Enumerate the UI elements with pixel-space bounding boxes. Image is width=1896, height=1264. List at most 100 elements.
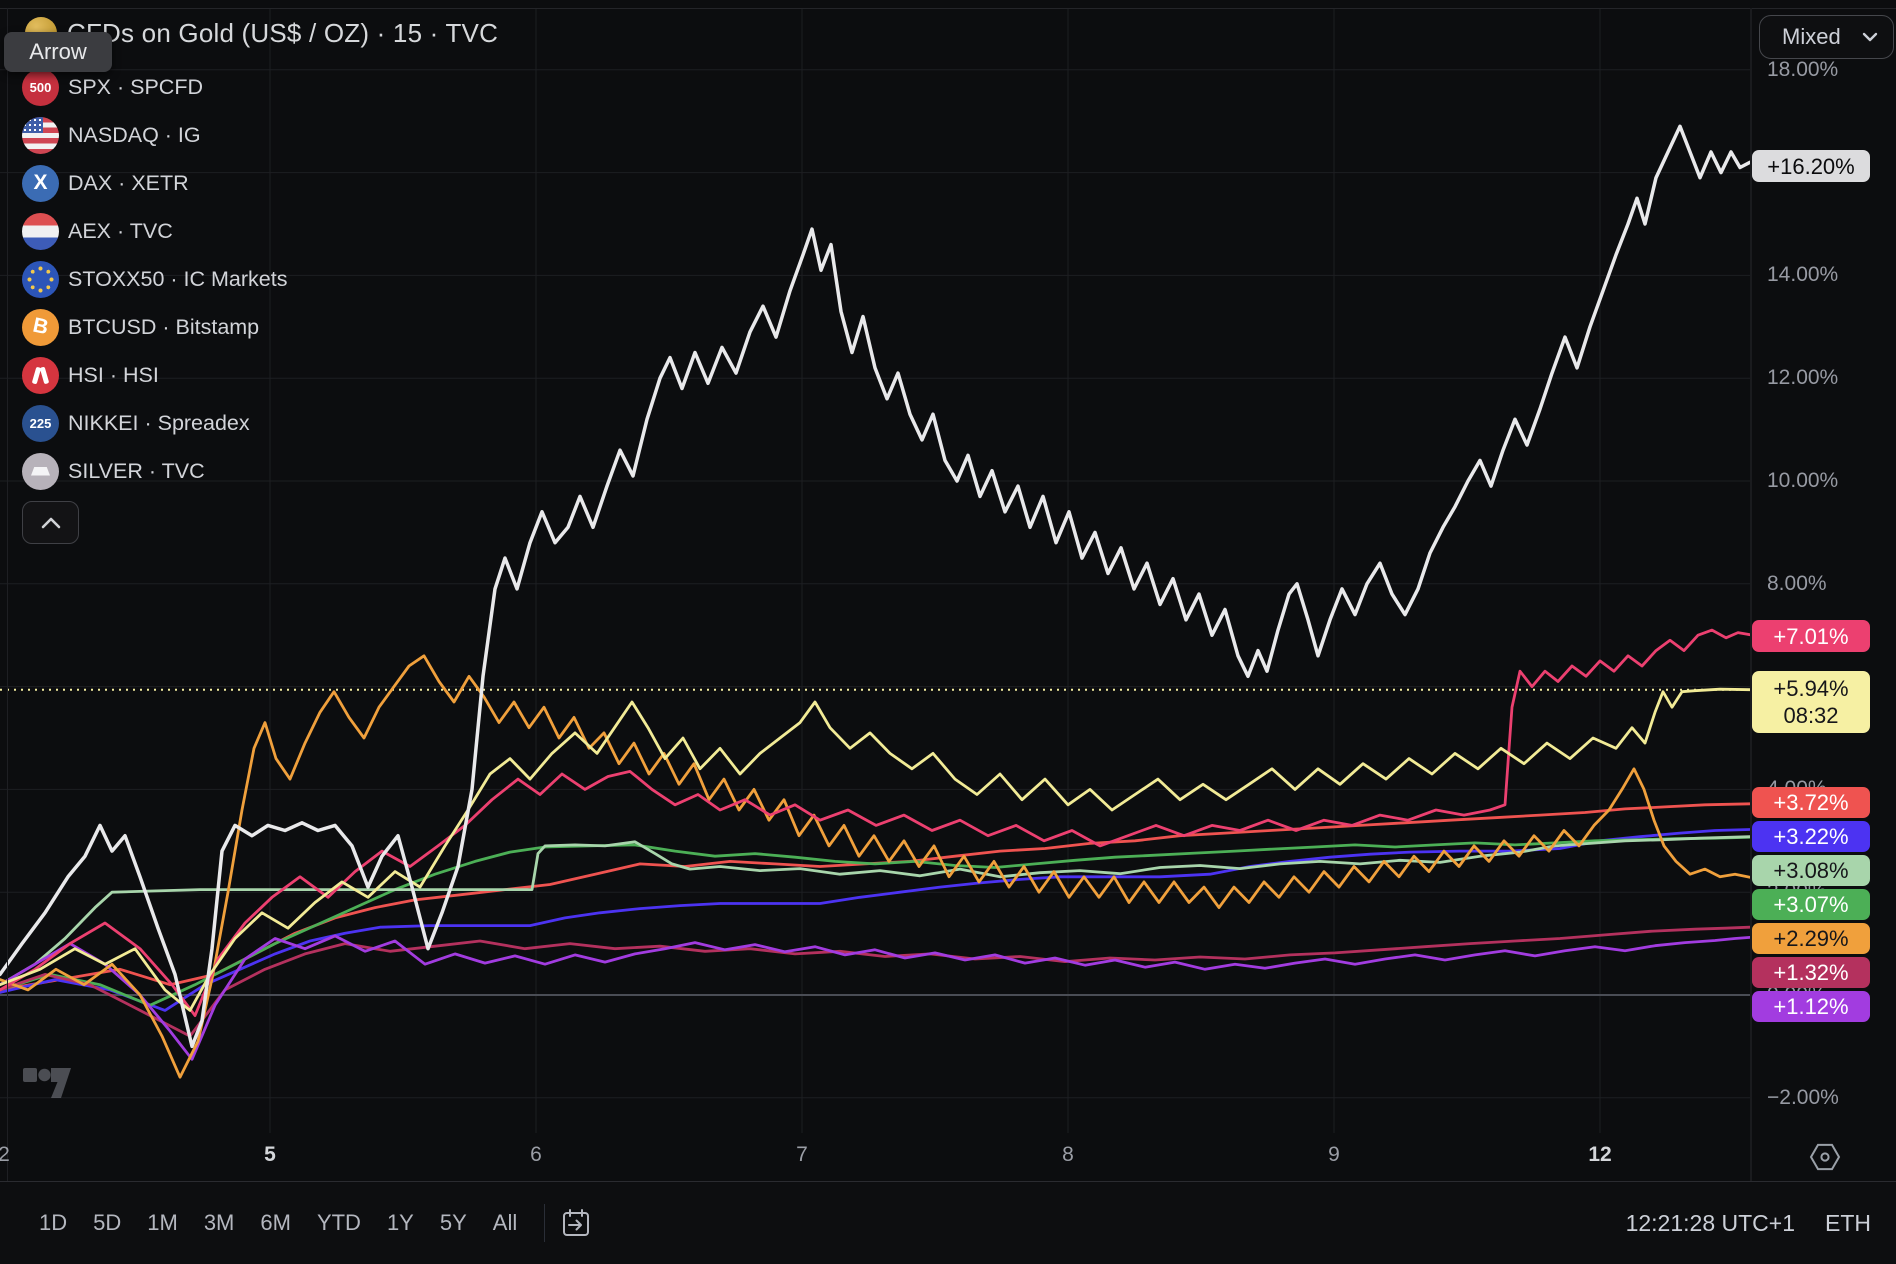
legend-row-stoxx50[interactable]: STOXX50 · IC Markets: [22, 255, 287, 303]
legend-row-aex[interactable]: AEX · TVC: [22, 207, 173, 255]
price-badge-value-nikkei[interactable]: +7.01%: [1752, 620, 1870, 652]
badge-change-value: +3.72%: [1773, 790, 1849, 815]
range-button-3m[interactable]: 3M: [203, 1210, 235, 1235]
session-clock[interactable]: 12:21:28 UTC+1: [1625, 1209, 1795, 1236]
badge-change-value: +3.08%: [1773, 858, 1849, 883]
tooltip-label: Arrow: [29, 39, 87, 64]
legend-row-label: BTCUSD · Bitstamp: [68, 314, 260, 339]
page-title: CFDs on Gold (US$ / OZ) · 15 · TVC: [67, 17, 499, 48]
price-badge-value-nasdaq[interactable]: +1.12%: [1752, 991, 1870, 1022]
badge-change-value: +1.12%: [1773, 994, 1849, 1019]
legend-row-label: SILVER · TVC: [68, 458, 205, 483]
eu-symbol-icon: [22, 260, 59, 298]
axis-label-14: 14.00%: [1767, 263, 1839, 286]
legend-row-hsi[interactable]: HSI · HSI: [22, 351, 159, 399]
price-axis-border: [1750, 8, 1752, 1181]
chevron-down-icon: [1862, 32, 1878, 42]
series-line-BTCUSD[interactable]: [0, 654, 1750, 1079]
calendar-icon: [563, 1209, 590, 1236]
time-axis-label-12: 12: [1588, 1143, 1612, 1166]
range-button-5d[interactable]: 5D: [93, 1210, 122, 1235]
chevron-up-icon: [41, 517, 60, 528]
series-line-SPX[interactable]: [0, 925, 1750, 1038]
range-button-6m[interactable]: 6M: [260, 1210, 291, 1235]
price-chart[interactable]: [0, 0, 1750, 1133]
price-badge-value-spx[interactable]: +1.32%: [1752, 957, 1870, 988]
mixed-scale-dropdown[interactable]: Mixed: [1759, 15, 1894, 59]
price-badge-value-dax[interactable]: +3.22%: [1752, 821, 1870, 852]
legend-row-dax[interactable]: X DAX · XETR: [22, 159, 189, 207]
tradingview-watermark: [23, 1068, 71, 1098]
time-axis[interactable]: 2 5 6 7 8 9 12: [0, 1133, 1896, 1181]
time-axis-label-2: 2: [0, 1143, 10, 1166]
time-axis-label-6: 6: [530, 1143, 542, 1166]
range-button-1m[interactable]: 1M: [147, 1210, 178, 1235]
legend-row-btcusd[interactable]: B BTCUSD · Bitstamp: [22, 303, 259, 351]
series-line-AEX[interactable]: [0, 835, 1750, 1007]
sp500-symbol-icon: 500: [22, 68, 59, 106]
range-button-all[interactable]: All: [492, 1210, 518, 1235]
bottom-toolbar: 1D 5D 1M 3M 6M YTD 1Y 5Y All 12:21:28 UTC+1 ETH: [0, 1182, 1896, 1264]
range-button-1d[interactable]: 1D: [39, 1210, 68, 1235]
clock-area: 12:21:28 UTC+1 ETH: [1626, 1182, 1871, 1264]
price-badge-value-silver[interactable]: +16.20%: [1752, 150, 1870, 182]
time-axis-label-8: 8: [1062, 1143, 1074, 1166]
time-axis-label-9: 9: [1328, 1143, 1340, 1166]
range-button-1y[interactable]: 1Y: [386, 1210, 414, 1235]
legend-row-label: NASDAQ · IG: [68, 122, 201, 147]
badge-change-value: +5.94%: [1773, 676, 1849, 701]
date-range-buttons: 1D 5D 1M 3M 6M YTD 1Y 5Y All: [0, 1202, 530, 1244]
price-badge-value-stoxx50[interactable]: +3.72%: [1752, 787, 1870, 818]
axis-label-12: 12.00%: [1767, 366, 1839, 389]
legend-row-label: NIKKEI · Spreadex: [68, 410, 250, 435]
series-line-STOXX50[interactable]: [0, 802, 1750, 992]
arrow-tool-tooltip: Arrow: [4, 32, 112, 72]
series-line-SILVER[interactable]: [0, 124, 1750, 1049]
collapse-legend-button[interactable]: [22, 501, 79, 544]
legend-row-nikkei[interactable]: 225 NIKKEI · Spreadex: [22, 399, 250, 447]
series-line-NASDAQ[interactable]: [0, 934, 1750, 1061]
legend-row-label: HSI · HSI: [68, 362, 159, 387]
price-badge-value-aex[interactable]: +3.07%: [1752, 889, 1870, 920]
badge-change-value: +2.29%: [1773, 926, 1849, 951]
series-line-NIKKEI[interactable]: [0, 628, 1750, 1017]
axis-label-18: 18.00%: [1767, 58, 1839, 81]
price-badge-value-btcusd[interactable]: +2.29%: [1752, 923, 1870, 954]
badge-change-value: +7.01%: [1773, 623, 1849, 649]
axis-label-10: 10.00%: [1767, 469, 1839, 492]
nikkei225-symbol-icon: 225: [22, 404, 59, 442]
dax-symbol-icon: X: [22, 164, 59, 202]
badge-change-value: +16.20%: [1767, 153, 1855, 179]
legend-row-label: DAX · XETR: [68, 170, 189, 195]
go-to-date-button[interactable]: [559, 1206, 593, 1240]
legend-row-label: STOXX50 · IC Markets: [68, 266, 288, 291]
price-badge-value-hsi[interactable]: +3.08%: [1752, 855, 1870, 886]
pane-top-border: [0, 8, 1896, 9]
axis-label-8: 8.00%: [1767, 572, 1827, 595]
series-line-GOLD[interactable]: [0, 687, 1750, 1012]
icon-text: X: [33, 171, 48, 194]
series-line-HSI[interactable]: [0, 835, 1750, 987]
us-symbol-icon: [22, 116, 59, 154]
series-line-DAX[interactable]: [0, 828, 1750, 1012]
legend-row-spx[interactable]: 500 SPX · SPCFD: [22, 63, 203, 111]
axis-label--2: −2.00%: [1767, 1086, 1839, 1109]
toolbar-divider: [544, 1204, 546, 1242]
range-button-ytd[interactable]: YTD: [316, 1210, 361, 1235]
legend-row-silver[interactable]: SILVER · TVC: [22, 447, 205, 495]
axis-settings-icon[interactable]: [1808, 1140, 1842, 1174]
badge-countdown: 08:32: [1783, 703, 1839, 728]
btc-symbol-icon: B: [22, 308, 59, 346]
icon-text: 225: [29, 415, 52, 431]
legend-row-label: SPX · SPCFD: [68, 74, 203, 99]
price-badge-value-gold[interactable]: +5.94% 08:32: [1752, 671, 1870, 733]
hsi-symbol-icon: [22, 356, 59, 394]
time-axis-label-5: 5: [264, 1143, 276, 1166]
toolbar-separator: [0, 1181, 1896, 1182]
session-label[interactable]: ETH: [1825, 1209, 1871, 1236]
range-button-5y[interactable]: 5Y: [439, 1210, 467, 1235]
time-axis-label-7: 7: [796, 1143, 808, 1166]
nl-symbol-icon: [22, 212, 59, 250]
legend-row-nasdaq[interactable]: NASDAQ · IG: [22, 111, 201, 159]
legend-row-label: AEX · TVC: [68, 218, 173, 243]
